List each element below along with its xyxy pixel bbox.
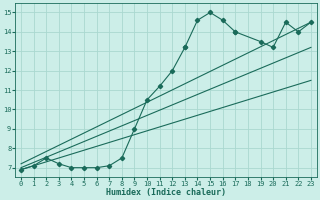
X-axis label: Humidex (Indice chaleur): Humidex (Indice chaleur) xyxy=(106,188,226,197)
